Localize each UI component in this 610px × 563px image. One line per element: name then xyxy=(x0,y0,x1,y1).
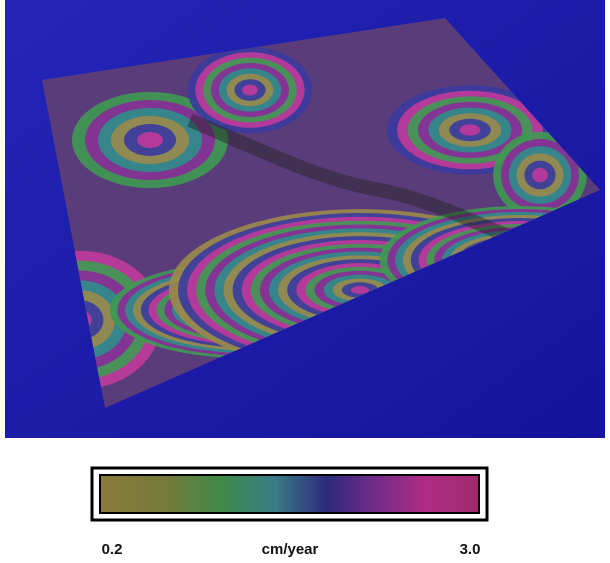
fringe xyxy=(532,168,548,182)
scene: 0.2 cm/year 3.0 xyxy=(0,0,610,563)
colorbar-unit: cm/year xyxy=(262,541,319,558)
colorbar-max: 3.0 xyxy=(460,541,481,558)
colorbar-min: 0.2 xyxy=(102,541,123,558)
colorbar xyxy=(100,475,479,513)
fringe xyxy=(137,132,163,148)
fringe xyxy=(351,286,369,294)
page: 0.2 cm/year 3.0 xyxy=(0,0,610,563)
fringe xyxy=(460,124,481,135)
fringe xyxy=(242,85,258,96)
